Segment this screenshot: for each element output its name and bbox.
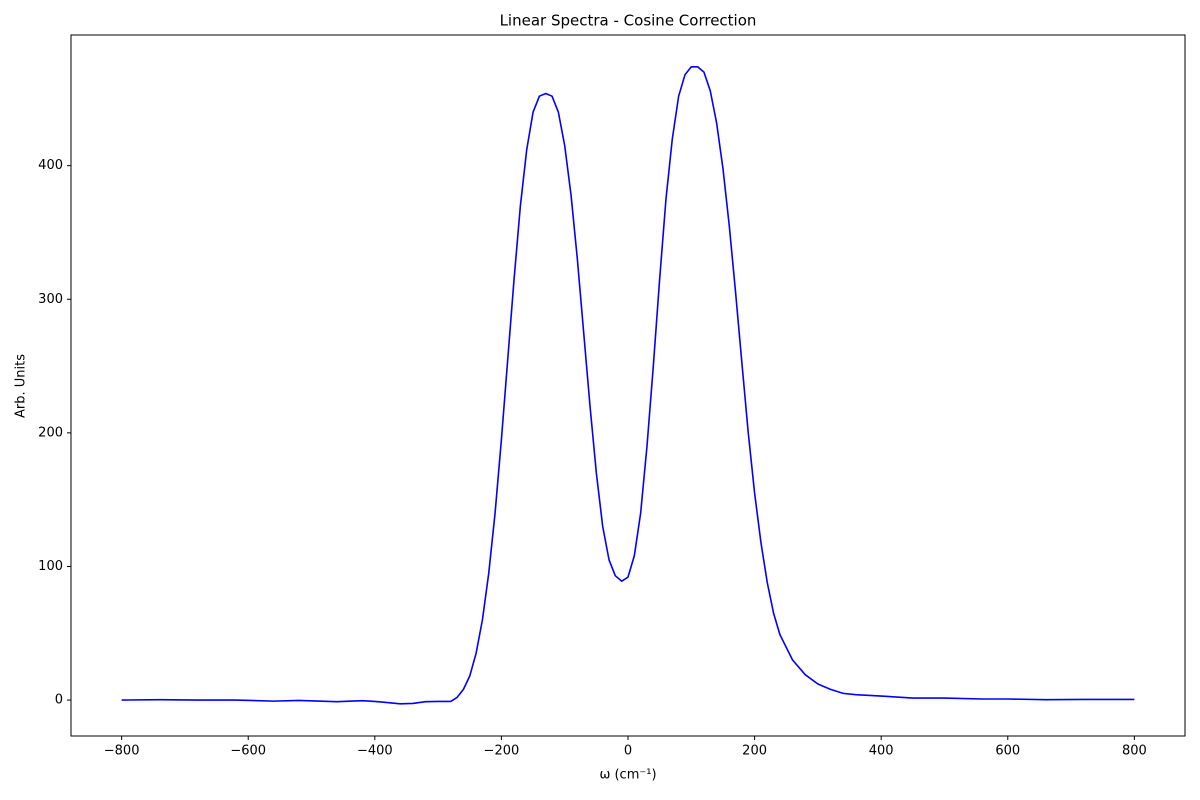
x-tick-label: 400 xyxy=(869,744,894,759)
x-axis-label: ω (cm⁻¹) xyxy=(599,768,656,783)
x-tick-label: 600 xyxy=(995,744,1020,759)
y-tick-label: 100 xyxy=(38,559,63,574)
y-tick-label: 200 xyxy=(38,425,63,440)
plot-frame xyxy=(70,34,1186,737)
x-tick-label: 200 xyxy=(742,744,767,759)
y-tick-label: 300 xyxy=(38,292,63,307)
x-tick-label: −400 xyxy=(357,744,393,759)
y-axis-label: Arb. Units xyxy=(14,354,29,418)
x-tick-label: 800 xyxy=(1122,744,1147,759)
spectrum-line xyxy=(121,65,1135,705)
chart-title: Linear Spectra - Cosine Correction xyxy=(500,12,757,30)
x-tick-label: 0 xyxy=(624,744,632,759)
x-tick-label: −200 xyxy=(484,744,520,759)
x-tick-label: −800 xyxy=(104,744,140,759)
x-tick-label: −600 xyxy=(230,744,266,759)
y-tick-label: 0 xyxy=(55,693,63,708)
y-tick-label: 400 xyxy=(38,158,63,173)
